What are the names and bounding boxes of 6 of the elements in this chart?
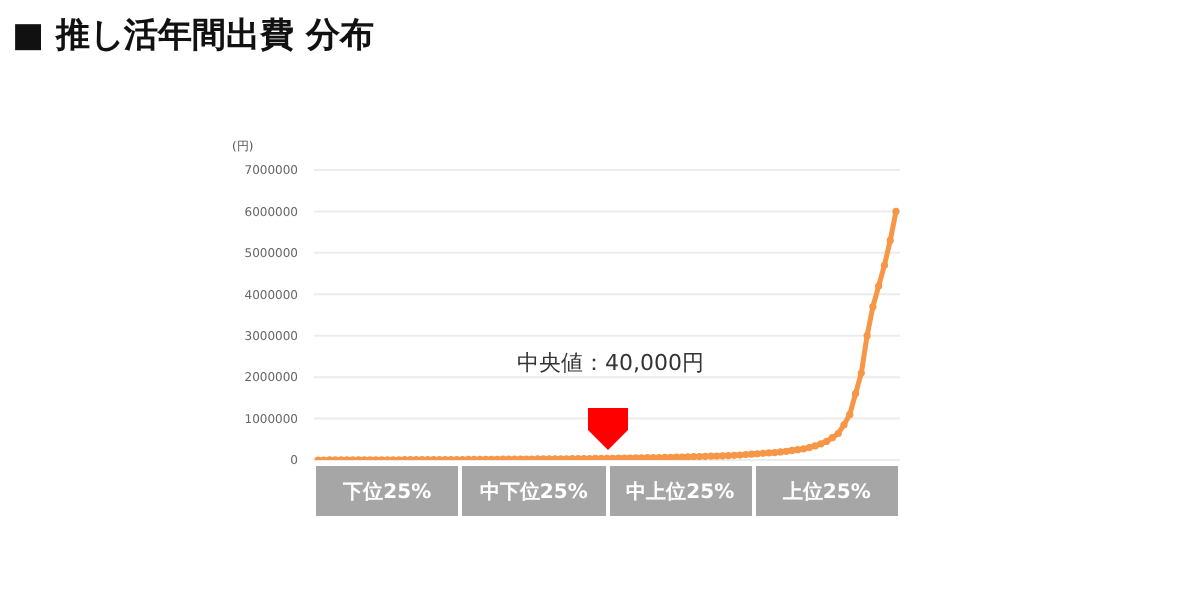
text: 中下位25% bbox=[462, 466, 605, 516]
chart-title: ■ 推し活年間出費 分布 bbox=[12, 14, 374, 58]
annotation: 中央値：40,000円 bbox=[517, 348, 704, 378]
text: 下位25% bbox=[316, 466, 459, 516]
text: 中上位25% bbox=[609, 466, 752, 516]
text: 上位25% bbox=[755, 466, 898, 516]
